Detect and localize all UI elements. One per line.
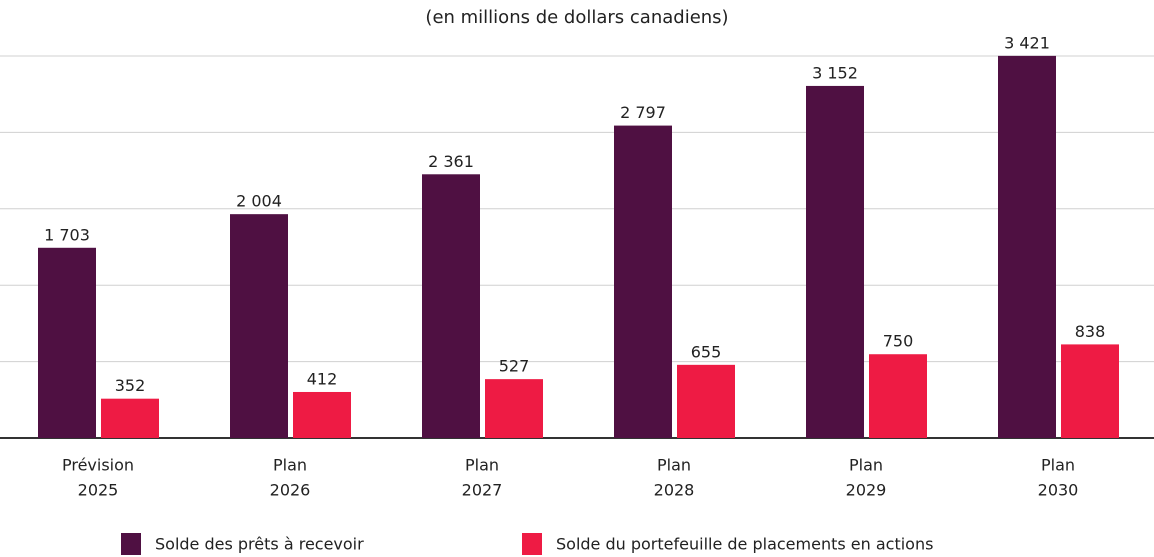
x-tick-label: 2028	[654, 481, 695, 500]
value-label: 2 797	[620, 103, 666, 122]
bar	[485, 379, 543, 438]
value-label: 3 421	[1004, 33, 1050, 52]
bar	[806, 85, 864, 438]
value-label: 3 152	[812, 63, 858, 82]
legend-swatch	[121, 533, 141, 555]
bar	[998, 55, 1056, 438]
value-label: 527	[499, 357, 530, 376]
bar	[293, 391, 351, 438]
x-tick-label: Plan	[465, 456, 499, 475]
bar	[677, 364, 735, 438]
bar	[38, 247, 96, 438]
value-label: 352	[115, 376, 146, 395]
x-tick-label: Plan	[273, 456, 307, 475]
bar	[422, 174, 480, 439]
x-tick-label: Plan	[849, 456, 883, 475]
value-label: 750	[883, 332, 914, 351]
value-label: 655	[691, 342, 722, 361]
bar	[1061, 344, 1119, 438]
x-tick-label: 2027	[462, 481, 503, 500]
x-tick-label: 2025	[78, 481, 119, 500]
x-tick-label: Plan	[1041, 456, 1075, 475]
bar	[101, 398, 159, 438]
x-tick-label: Prévision	[62, 456, 134, 475]
legend-label: Solde des prêts à recevoir	[155, 535, 364, 554]
bar	[614, 125, 672, 438]
x-tick-label: 2026	[270, 481, 311, 500]
legend-swatch	[522, 533, 542, 555]
chart-title: (en millions de dollars canadiens)	[425, 7, 728, 28]
value-label: 2 361	[428, 152, 474, 171]
value-label: 2 004	[236, 192, 282, 211]
value-label: 1 703	[44, 225, 90, 244]
value-label: 412	[307, 369, 338, 388]
legend-label: Solde du portefeuille de placements en a…	[556, 535, 933, 554]
x-tick-label: 2029	[846, 481, 887, 500]
bar	[230, 214, 288, 438]
bar	[869, 354, 927, 438]
x-tick-label: Plan	[657, 456, 691, 475]
value-label: 838	[1075, 322, 1106, 341]
x-tick-label: 2030	[1038, 481, 1079, 500]
